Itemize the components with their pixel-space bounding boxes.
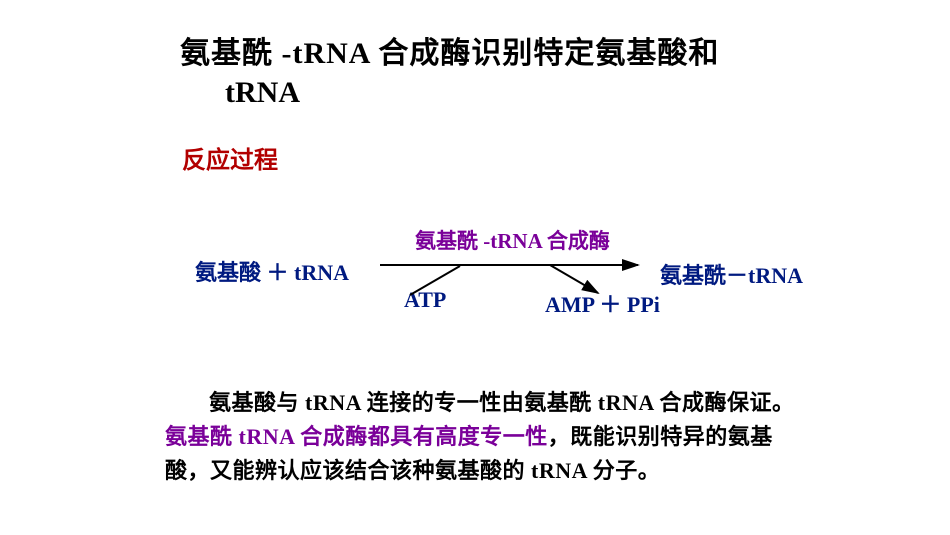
amp-out-arrow xyxy=(550,265,598,293)
reaction-diagram: 氨基酸 ＋ tRNA 氨基酰 -tRNA 合成酶 氨基酰－tRNA ATP AM… xyxy=(0,225,950,335)
para-seg1: 氨基酸与 tRNA 连接的专一性由氨基酰 tRNA 合成酶保证。 xyxy=(209,390,795,415)
section-heading: 反应过程 xyxy=(182,140,278,175)
page-title: 氨基酰 -tRNA 合成酶识别特定氨基酸和 tRNA xyxy=(180,28,820,110)
reactant-label: 氨基酸 ＋ tRNA xyxy=(195,255,349,287)
body-paragraph: 氨基酸与 tRNA 连接的专一性由氨基酰 tRNA 合成酶保证。氨基酰 tRNA… xyxy=(165,386,805,488)
slide: 氨基酰 -tRNA 合成酶识别特定氨基酸和 tRNA 反应过程 氨基酸 ＋ tR… xyxy=(0,0,950,535)
product-label: 氨基酰－tRNA xyxy=(660,258,803,290)
title-line-2: tRNA xyxy=(225,76,820,110)
reaction-arrow-icon xyxy=(380,251,650,306)
atp-in-arrow xyxy=(410,266,460,295)
para-seg2-highlight: 氨基酰 tRNA 合成酶都具有高度专一性 xyxy=(165,424,548,449)
title-line-1: 氨基酰 -tRNA 合成酶识别特定氨基酸和 xyxy=(180,28,820,72)
